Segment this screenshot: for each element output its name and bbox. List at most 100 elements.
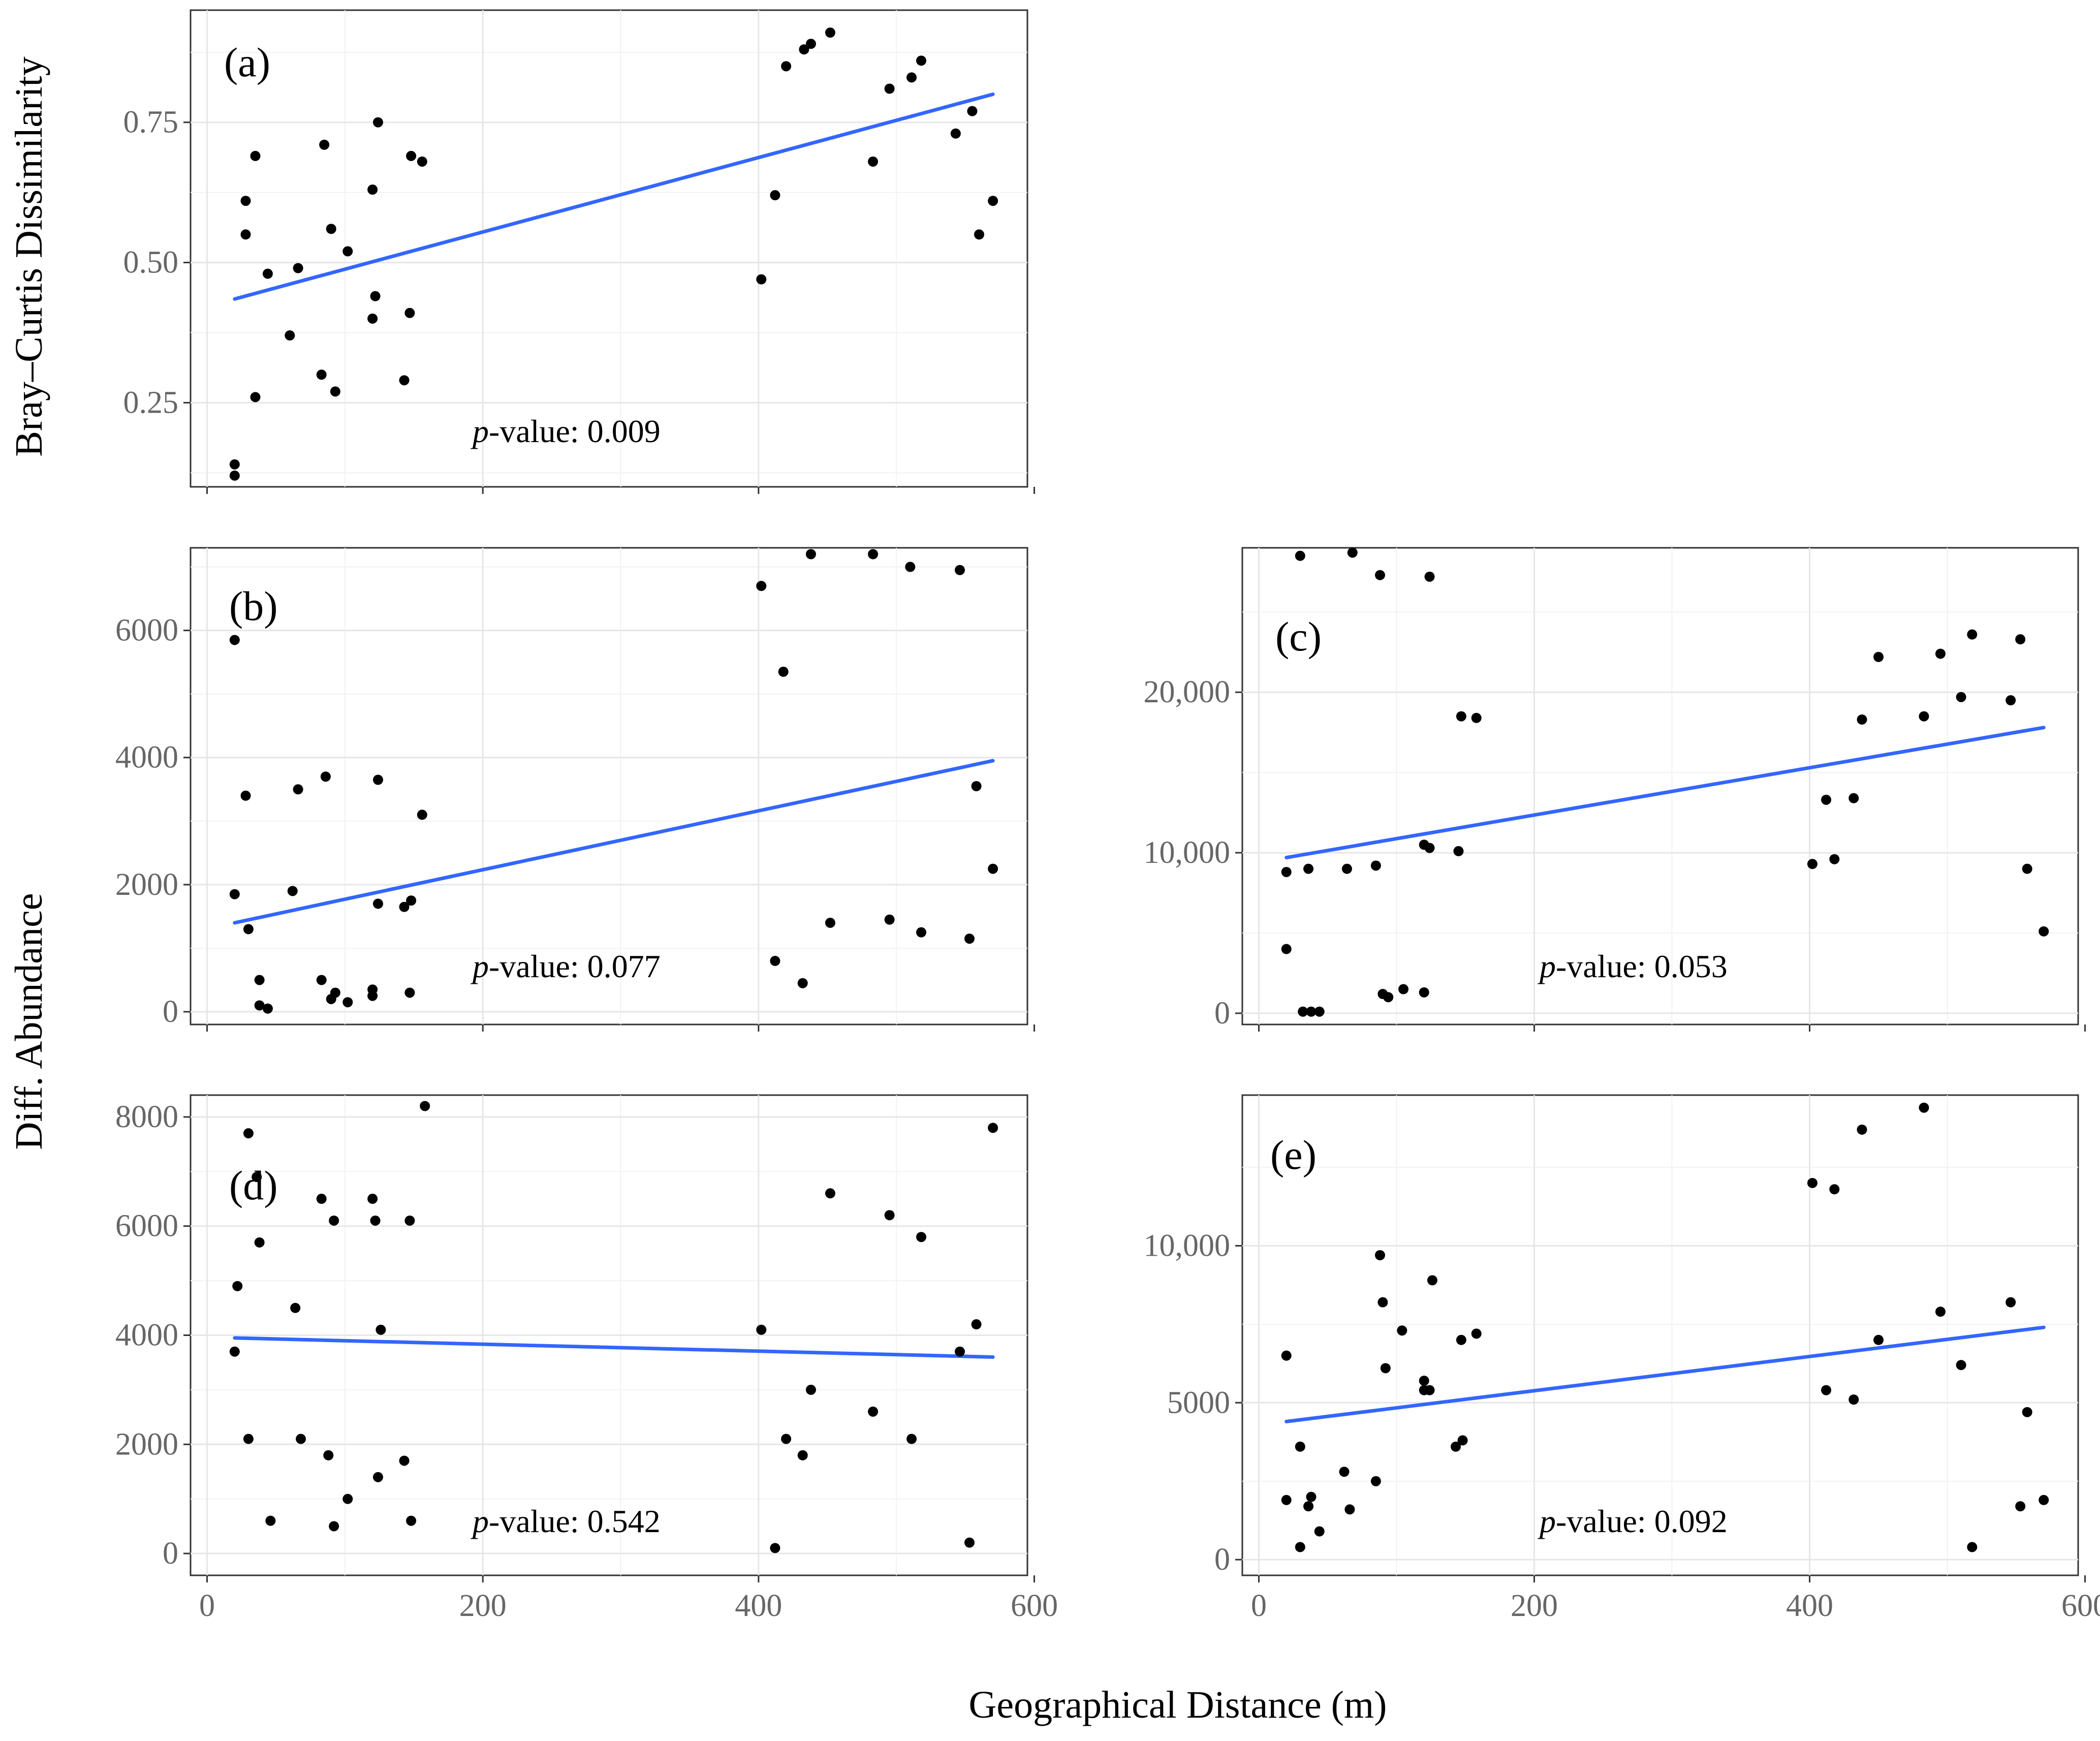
y-tick-label: 2000 — [115, 867, 178, 902]
data-point — [1314, 1006, 1325, 1017]
y-tick-label: 2000 — [115, 1427, 178, 1462]
panel-e: 0 5000 10,000 0 200 400 600 (e) p-value: 0.092 — [1144, 1094, 2100, 1623]
data-point — [967, 106, 978, 116]
data-point — [781, 1434, 792, 1444]
panel-d-ticks: 0 2000 4000 6000 8000 0 200 400 600 — [115, 1100, 1058, 1623]
y-tick-label: 0.25 — [123, 385, 179, 420]
data-point — [1956, 1360, 1966, 1371]
data-point — [342, 997, 353, 1008]
panel-a-trend-layer — [233, 92, 995, 301]
data-point — [285, 330, 295, 341]
data-point — [1848, 1394, 1859, 1405]
panel-b: 0 2000 4000 6000 (b) p-value: 0.077 — [115, 547, 1036, 1032]
panel-b-label: (b) — [229, 583, 278, 629]
data-point — [964, 1537, 975, 1548]
data-point — [778, 666, 789, 677]
data-point — [905, 562, 916, 572]
panel-e-label: (e) — [1270, 1132, 1317, 1178]
data-point — [399, 1455, 410, 1466]
panel-a-points — [229, 27, 998, 481]
data-point — [330, 386, 340, 397]
panel-a-grid — [191, 10, 1027, 487]
panel-a-ticks: 0.25 0.50 0.75 — [123, 105, 1036, 494]
data-point — [799, 44, 809, 55]
data-point — [906, 1434, 917, 1444]
data-point — [319, 139, 330, 150]
y-tick-label: 0 — [1214, 996, 1230, 1031]
data-point — [971, 781, 982, 791]
data-point — [2039, 926, 2049, 937]
data-point — [232, 1281, 243, 1291]
data-point — [1298, 1006, 1308, 1017]
data-point — [1370, 1476, 1381, 1486]
data-point — [884, 914, 895, 925]
y-axis-title-top: Bray–Curtis Dissimilarity — [8, 56, 50, 456]
data-point — [1383, 992, 1394, 1003]
panel-b-p-prefix: p — [471, 948, 489, 984]
panel-e-frame — [1241, 1094, 2079, 1576]
y-tick-label: 0.50 — [123, 245, 179, 280]
data-point — [250, 150, 261, 161]
data-point — [420, 1101, 430, 1111]
panel-c-frame — [1241, 547, 2079, 1025]
data-point — [417, 810, 427, 820]
y-tick-label: 10,000 — [1144, 835, 1231, 870]
data-point — [240, 229, 251, 240]
x-tick-label: 200 — [1511, 1589, 1558, 1623]
data-point — [1967, 1542, 1978, 1552]
data-point — [1919, 711, 1929, 722]
data-point — [1453, 846, 1464, 856]
data-point — [1303, 1501, 1314, 1512]
y-tick-label: 4000 — [115, 1318, 178, 1353]
data-point — [868, 156, 879, 167]
data-point — [806, 39, 817, 49]
trend-line — [1284, 726, 2046, 860]
data-point — [1471, 1328, 1482, 1339]
data-point — [1935, 1307, 1946, 1317]
data-point — [825, 1188, 835, 1199]
data-point — [797, 1450, 808, 1460]
data-point — [342, 1494, 353, 1504]
panel-a-p-prefix: p — [471, 413, 489, 449]
panel-e-pvalue: p-value: 0.092 — [1538, 1503, 1728, 1539]
data-point — [254, 1000, 265, 1011]
data-point — [756, 581, 767, 592]
data-point — [250, 392, 261, 402]
panel-d-p-prefix: p — [471, 1503, 489, 1539]
data-point — [370, 291, 381, 301]
data-point — [1419, 1376, 1429, 1386]
data-point — [916, 927, 927, 938]
panel-d-grid — [191, 1095, 1027, 1575]
data-point — [399, 375, 410, 386]
panel-e-points — [1281, 1102, 2049, 1552]
data-point — [1314, 1526, 1325, 1537]
data-point — [756, 1324, 767, 1335]
panel-b-frame — [190, 547, 1028, 1025]
panel-b-grid — [191, 548, 1027, 1024]
data-point — [868, 549, 879, 559]
data-point — [964, 934, 975, 944]
panel-c: 0 10,000 20,000 (c) p-value: 0.053 — [1144, 547, 2086, 1032]
data-point — [2022, 1407, 2032, 1417]
data-point — [1456, 711, 1466, 722]
trend-line — [233, 1336, 995, 1359]
data-point — [1471, 712, 1482, 723]
data-point — [296, 1434, 306, 1444]
data-point — [254, 1237, 265, 1248]
panel-b-points — [229, 549, 998, 1014]
data-point — [1380, 1363, 1391, 1374]
data-point — [240, 196, 251, 206]
data-point — [373, 898, 384, 909]
data-point — [367, 184, 378, 195]
data-point — [1281, 944, 1292, 954]
data-point — [229, 1346, 240, 1357]
panel-c-p-text: -value: 0.053 — [1556, 948, 1728, 984]
panel-b-trend-layer — [233, 759, 995, 925]
data-point — [404, 307, 415, 318]
data-point — [1306, 1006, 1317, 1017]
data-point — [367, 1194, 378, 1204]
panel-c-points — [1281, 547, 2049, 1017]
panel-c-label: (c) — [1275, 613, 1322, 660]
data-point — [1295, 1542, 1305, 1552]
data-point — [240, 790, 251, 801]
